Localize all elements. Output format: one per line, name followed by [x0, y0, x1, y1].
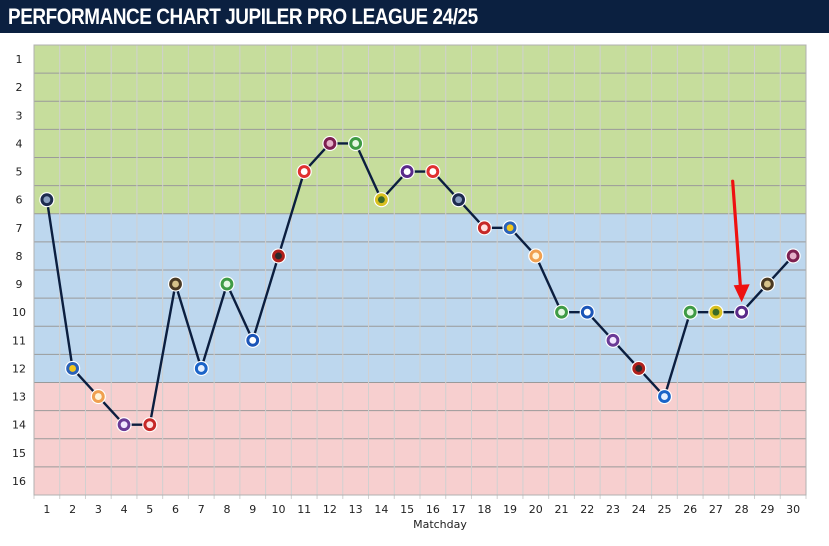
- x-tick-label: 19: [503, 503, 517, 516]
- series-line: [45, 142, 794, 426]
- x-tick-label: 24: [632, 503, 646, 516]
- y-tick-label: 7: [16, 222, 23, 235]
- purple-m-crest-icon: [116, 417, 132, 433]
- plot-border: [33, 44, 807, 496]
- x-tick-label: 20: [529, 503, 543, 516]
- blue-yellow-shield-icon: [64, 360, 81, 377]
- red-purple-crest-icon: [785, 248, 801, 264]
- x-tick-label: 3: [95, 503, 102, 516]
- y-tick-label: 12: [12, 362, 26, 375]
- x-tick-label: 4: [121, 503, 128, 516]
- x-tick-label: 30: [786, 503, 800, 516]
- purple-shield-crest-icon: [734, 304, 750, 320]
- x-tick-label: 8: [224, 503, 231, 516]
- dark-round-crest-icon: [39, 192, 55, 208]
- y-tick-label: 1: [16, 53, 23, 66]
- x-axis-ticks: 1 2 3 4 5 6 7 8 9 10 11 12 13 14 15 16 17 18 19 20 21 22 23 24 2…: [43, 503, 800, 516]
- x-tick-label: 7: [198, 503, 205, 516]
- yellow-shield-crest-icon: [373, 192, 389, 208]
- red-purple-crest-icon: [322, 135, 338, 152]
- y-tick-label: 2: [16, 81, 23, 94]
- x-tick-label: 27: [709, 503, 723, 516]
- x-tick-label: 11: [297, 503, 311, 516]
- data-points: [39, 135, 801, 433]
- striped-tower-crest-icon: [759, 276, 776, 292]
- y-tick-label: 16: [12, 475, 26, 488]
- yellow-shield-crest-icon: [708, 304, 724, 320]
- striped-tower-crest-icon: [167, 276, 184, 292]
- x-tick-label: 14: [374, 503, 388, 516]
- arrow-shaft: [731, 179, 743, 292]
- red-white-crest-icon: [296, 163, 312, 180]
- x-tick-label: 26: [683, 503, 697, 516]
- y-tick-label: 15: [12, 447, 26, 460]
- x-tick-label: 22: [580, 503, 594, 516]
- x-tick-label: 10: [271, 503, 285, 516]
- x-tick-label: 29: [760, 503, 774, 516]
- purple-shield-crest-icon: [399, 163, 415, 180]
- purple-m-crest-icon: [605, 332, 621, 348]
- red-round-crest-icon: [476, 220, 492, 236]
- y-tick-label: 6: [16, 194, 23, 207]
- blue-yellow-shield-icon: [502, 220, 518, 236]
- x-axis-label: Matchday: [413, 518, 467, 531]
- x-tick-label: 12: [323, 503, 337, 516]
- chart-title: PERFORMANCE CHART JUPILER PRO LEAGUE 24/…: [8, 4, 478, 29]
- y-tick-label: 13: [12, 391, 26, 404]
- green-crest-icon: [219, 276, 235, 292]
- green-crest-icon: [682, 304, 698, 320]
- x-tick-label: 2: [69, 503, 76, 516]
- orange-crest-icon: [90, 388, 106, 405]
- x-tick-label: 18: [477, 503, 491, 516]
- y-tick-label: 9: [16, 278, 23, 291]
- y-tick-label: 10: [12, 306, 26, 319]
- y-tick-label: 3: [16, 109, 23, 122]
- blue-shield-crest-icon: [579, 304, 595, 320]
- x-tick-label: 6: [172, 503, 179, 516]
- red-bar-crest-icon: [631, 360, 647, 377]
- x-tick-label: 1: [43, 503, 50, 516]
- red-white-crest-icon: [425, 163, 441, 180]
- y-tick-label: 4: [16, 137, 23, 150]
- x-tick-label: 9: [249, 503, 256, 516]
- orange-crest-icon: [528, 248, 544, 264]
- y-tick-label: 8: [16, 250, 23, 263]
- y-tick-label: 11: [12, 334, 26, 347]
- y-tick-label: 14: [12, 419, 26, 432]
- highlight-arrow: [731, 179, 750, 303]
- blue-shield-crest-icon: [245, 332, 261, 348]
- chart-header: PERFORMANCE CHART JUPILER PRO LEAGUE 24/…: [0, 0, 829, 33]
- grid-lines: [33, 44, 807, 499]
- x-tick-label: 21: [555, 503, 569, 516]
- red-bar-crest-icon: [270, 248, 287, 264]
- x-tick-label: 17: [452, 503, 466, 516]
- x-tick-label: 15: [400, 503, 414, 516]
- arrow-head: [733, 284, 750, 303]
- x-tick-label: 25: [657, 503, 671, 516]
- blue-round-crest-icon: [193, 360, 209, 377]
- x-tick-label: 5: [146, 503, 153, 516]
- dark-round-crest-icon: [451, 192, 467, 208]
- green-crest-icon: [348, 135, 364, 152]
- x-tick-label: 16: [426, 503, 440, 516]
- green-crest-icon: [553, 304, 570, 320]
- x-tick-label: 23: [606, 503, 620, 516]
- x-tick-label: 28: [735, 503, 749, 516]
- blue-round-crest-icon: [656, 388, 673, 405]
- y-tick-label: 5: [16, 166, 23, 179]
- red-round-crest-icon: [142, 417, 158, 433]
- x-tick-label: 13: [349, 503, 363, 516]
